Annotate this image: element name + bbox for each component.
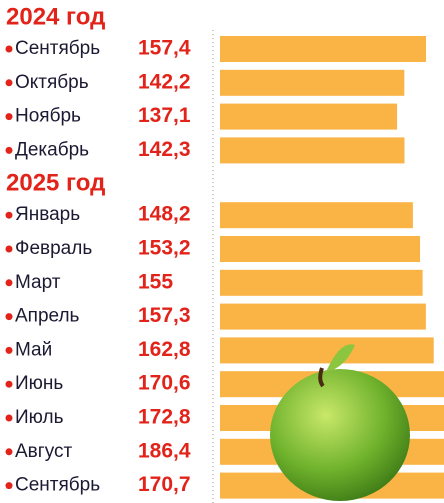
value-label: 148,2 — [138, 203, 191, 226]
category-label: Май — [15, 339, 52, 360]
value-label: 142,2 — [138, 70, 191, 93]
chart: 2024 год Сентябрь 157,4 Октябрь 142,2 Ноябрь 1… — [0, 0, 444, 503]
bullet — [6, 313, 13, 320]
category-label: Июль — [15, 407, 64, 428]
bar — [220, 270, 423, 296]
value-label: 153,2 — [138, 237, 191, 260]
group-label: 2025 год — [6, 170, 105, 197]
bullet — [6, 448, 13, 455]
bar — [220, 104, 397, 130]
bullet — [6, 415, 13, 422]
bullet — [6, 246, 13, 253]
value-label: 170,6 — [138, 372, 191, 395]
bar — [220, 304, 426, 330]
category-label: Ноябрь — [15, 106, 81, 127]
value-label: 155 — [138, 270, 173, 293]
category-label: Сентябрь — [15, 38, 100, 59]
category-label: Июнь — [15, 373, 63, 394]
bullet — [6, 79, 13, 86]
bar — [220, 36, 426, 62]
bullet — [6, 381, 13, 388]
category-label: Октябрь — [15, 72, 89, 93]
category-label: Сентябрь — [15, 475, 100, 496]
bar — [220, 202, 413, 228]
value-label: 142,3 — [138, 138, 191, 161]
category-label: Февраль — [15, 238, 92, 259]
group-label: 2024 год — [6, 3, 105, 30]
category-label: Декабрь — [15, 139, 89, 160]
bullet — [6, 147, 13, 154]
value-label: 186,4 — [138, 439, 191, 462]
value-label: 157,3 — [138, 304, 191, 327]
category-label: Август — [15, 441, 72, 462]
category-label: Апрель — [15, 306, 80, 327]
value-label: 137,1 — [138, 104, 191, 127]
value-label: 162,8 — [138, 338, 191, 361]
bullet — [6, 113, 13, 120]
bullet — [6, 347, 13, 354]
value-label: 170,7 — [138, 473, 191, 496]
bullet — [6, 46, 13, 53]
category-label: Январь — [15, 204, 80, 225]
bar — [220, 337, 434, 363]
bullet — [6, 279, 13, 286]
value-label: 157,4 — [138, 37, 191, 60]
bar — [220, 236, 420, 262]
bullet — [6, 212, 13, 219]
bar — [220, 137, 404, 163]
category-label: Март — [15, 272, 61, 293]
apple-decoration — [270, 344, 410, 501]
bar — [220, 70, 404, 96]
value-label: 172,8 — [138, 406, 191, 429]
bullet — [6, 482, 13, 489]
